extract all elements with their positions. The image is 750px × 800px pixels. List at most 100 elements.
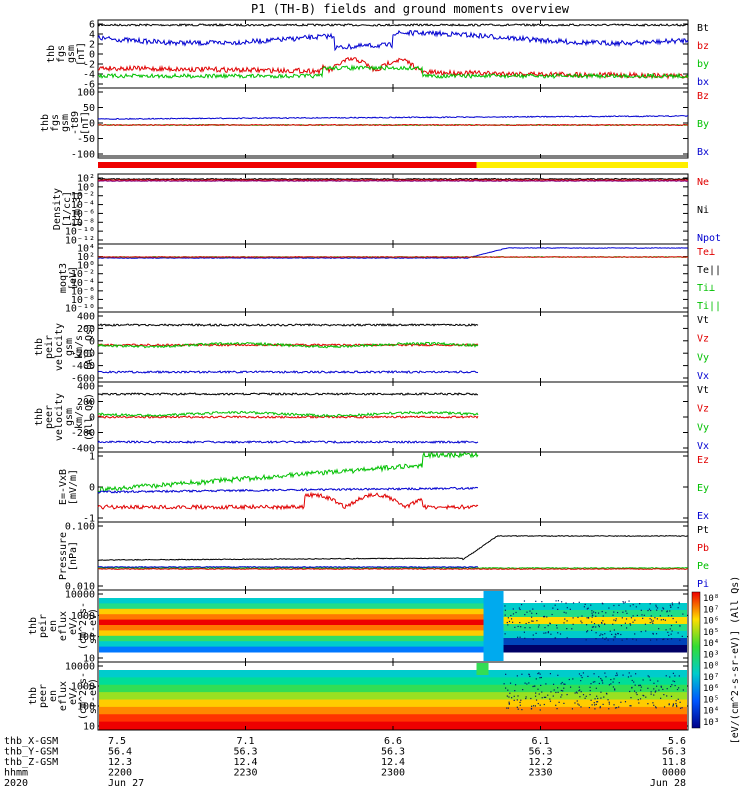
heatmap-speckle — [535, 600, 537, 602]
heatmap-speckle — [672, 672, 675, 674]
heatmap-speckle — [505, 673, 507, 675]
y-tick-label: 4 — [89, 30, 95, 41]
y-tick-label: -400 — [71, 444, 95, 455]
colorbar-tick: 10⁷ — [703, 673, 719, 683]
x-tick-label: 12.2 — [528, 757, 552, 768]
heatmap-speckle — [596, 701, 598, 703]
heatmap-speckle — [682, 613, 684, 615]
series-npot — [97, 180, 688, 182]
heatmap-speckle — [506, 707, 508, 709]
heatmap-speckle — [580, 675, 582, 677]
series-ez — [97, 491, 479, 511]
heatmap-speckle — [524, 637, 526, 639]
heatmap-speckle — [678, 601, 680, 603]
heatmap-speckle — [672, 703, 675, 705]
heatmap-speckle — [543, 605, 545, 607]
x-tick-label: 12.4 — [233, 757, 257, 768]
x-tick-label: 2200 — [108, 768, 132, 779]
heatmap-speckle — [547, 694, 549, 696]
heatmap-speckle — [569, 608, 571, 610]
heatmap-speckle — [522, 689, 524, 691]
heatmap-speckle — [604, 672, 606, 674]
y-tick-label: 400 — [77, 312, 95, 323]
series-bt — [97, 22, 689, 28]
heatmap-speckle — [607, 639, 609, 641]
heatmap-speckle — [631, 679, 633, 682]
heatmap-speckle — [539, 709, 541, 711]
heatmap-speckle — [629, 605, 631, 607]
heatmap-speckle — [654, 691, 656, 693]
heatmap-speckle — [528, 682, 530, 684]
heatmap-speckle — [504, 614, 506, 616]
y-axis-label: thb — [34, 338, 45, 356]
heatmap-speckle — [612, 686, 615, 688]
heatmap-speckle — [613, 678, 615, 680]
heatmap-speckle — [513, 699, 515, 701]
heatmap-speckle — [669, 676, 671, 678]
heatmap-speckle — [677, 607, 679, 609]
y-tick-label: -4 — [83, 70, 95, 81]
heatmap-speckle — [568, 678, 570, 681]
heatmap-band — [99, 598, 485, 604]
heatmap-speckle — [598, 676, 600, 678]
heatmap-speckle — [629, 705, 631, 707]
heatmap-speckle — [532, 634, 534, 636]
y-tick-label: 6 — [89, 20, 95, 31]
heatmap-speckle — [621, 639, 623, 641]
heatmap-speckle — [517, 636, 519, 638]
x-tick-label: 56.3 — [528, 747, 552, 758]
heatmap-speckle — [541, 697, 543, 699]
heatmap-band — [99, 608, 485, 615]
heatmap-speckle — [533, 685, 535, 687]
heatmap-band — [99, 603, 485, 610]
y-tick-label: -6 — [83, 80, 95, 91]
heatmap-speckle — [613, 619, 615, 621]
heatmap-speckle — [590, 683, 592, 685]
heatmap-speckle — [556, 627, 558, 629]
heatmap-speckle — [659, 615, 661, 617]
heatmap-speckle — [566, 620, 568, 622]
heatmap-speckle — [675, 704, 678, 706]
heatmap-speckle — [603, 696, 605, 698]
heatmap-speckle — [504, 633, 506, 635]
y-tick-label: -100 — [71, 150, 95, 161]
heatmap-speckle — [629, 623, 631, 625]
legend-entry: Bz — [697, 91, 709, 102]
heatmap-speckle — [643, 695, 645, 697]
heatmap-speckle — [557, 674, 559, 676]
heatmap-speckle — [677, 632, 679, 634]
heatmap-speckle — [547, 631, 549, 633]
y-tick-label: 2 — [89, 40, 95, 51]
series-pt — [97, 534, 689, 561]
heatmap-speckle — [654, 617, 656, 619]
heatmap-speckle — [518, 607, 520, 609]
heatmap-speckle — [519, 704, 521, 706]
legend-entry: Vy — [697, 352, 709, 363]
colorbar-tick: 10⁶ — [703, 684, 719, 694]
heatmap-speckle — [507, 707, 509, 709]
heatmap-speckle — [614, 689, 616, 691]
heatmap-speckle — [617, 633, 619, 635]
heatmap-speckle — [530, 708, 533, 710]
heatmap-speckle — [563, 702, 565, 704]
series-vz — [97, 415, 479, 419]
heatmap-speckle — [660, 697, 662, 699]
heatmap-speckle — [561, 681, 563, 684]
heatmap-speckle — [557, 600, 560, 602]
y-tick-label: 10² — [77, 252, 95, 263]
heatmap-speckle — [514, 690, 516, 692]
heatmap-speckle — [543, 616, 546, 618]
heatmap-band — [503, 631, 687, 639]
heatmap-speckle — [608, 607, 610, 609]
heatmap-speckle — [652, 620, 654, 622]
y-axis-label: [mV/m] — [68, 469, 79, 505]
heatmap-speckle — [634, 619, 636, 621]
heatmap-speckle — [640, 686, 642, 688]
heatmap-band — [503, 603, 687, 611]
heatmap-speckle — [638, 684, 640, 686]
heatmap-speckle — [623, 602, 625, 604]
series-bx — [97, 29, 689, 52]
heatmap-speckle — [564, 618, 566, 620]
legend-entry: Vx — [697, 371, 709, 382]
